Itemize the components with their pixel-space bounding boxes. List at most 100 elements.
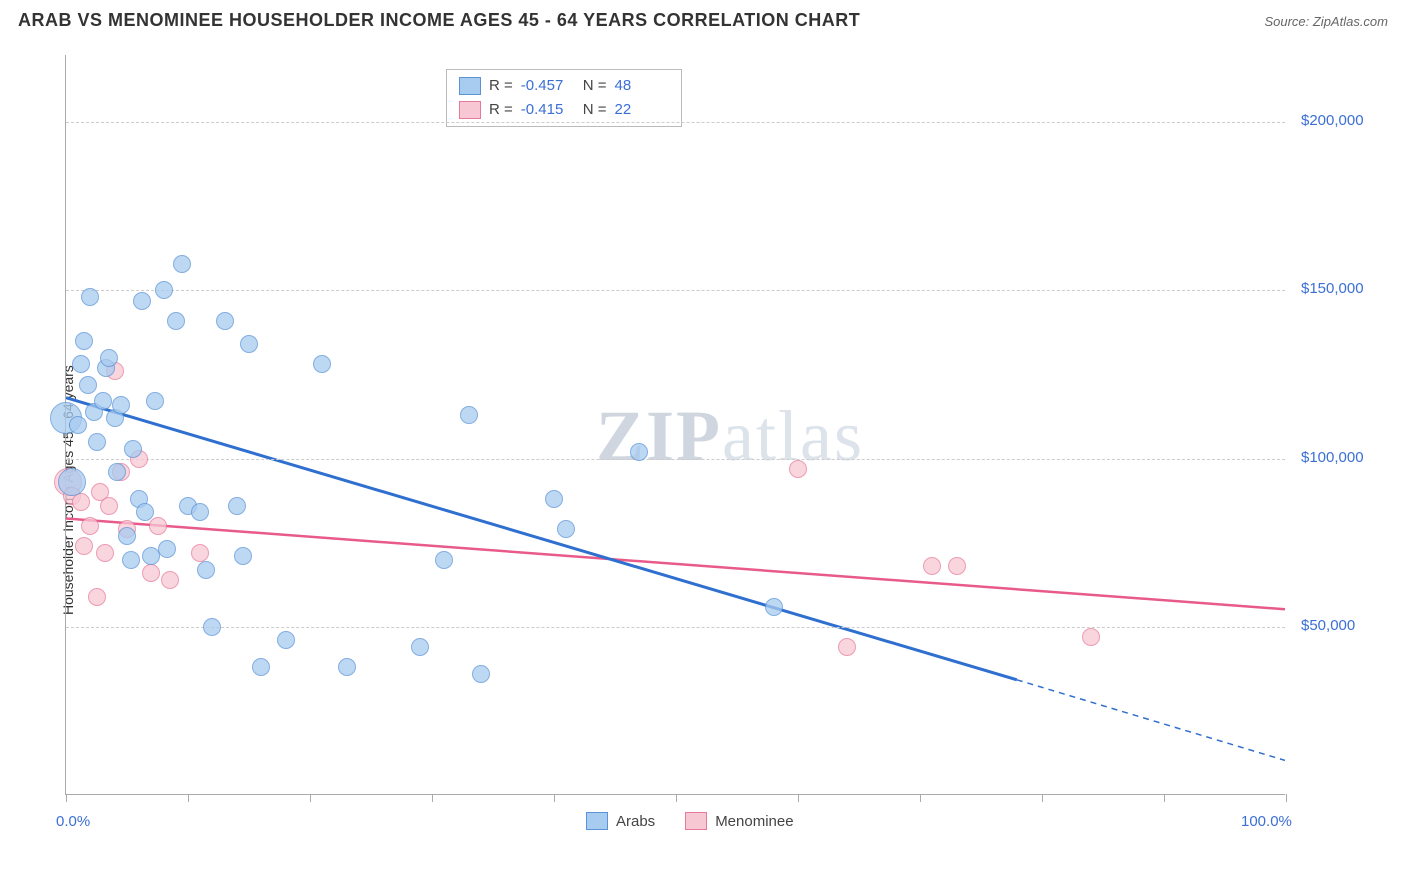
x-tick	[1286, 794, 1287, 802]
arabs-point	[216, 312, 234, 330]
x-tick-label: 100.0%	[1241, 813, 1292, 830]
arabs-point	[411, 638, 429, 656]
arabs-point	[81, 288, 99, 306]
arabs-point	[435, 551, 453, 569]
x-tick	[1042, 794, 1043, 802]
menominee-point	[838, 638, 856, 656]
arabs-point	[122, 551, 140, 569]
y-tick-label: $200,000	[1301, 112, 1364, 129]
arabs-point	[203, 618, 221, 636]
gridline-h	[66, 459, 1285, 460]
x-tick	[798, 794, 799, 802]
x-tick	[188, 794, 189, 802]
menominee-point	[1082, 628, 1100, 646]
arabs-point	[765, 598, 783, 616]
plot-area: ZIPatlas R =-0.457N =48R =-0.415N =22 Ar…	[65, 55, 1285, 795]
legend-swatch	[685, 812, 707, 830]
menominee-point	[161, 571, 179, 589]
arabs-point	[557, 520, 575, 538]
menominee-point	[72, 493, 90, 511]
menominee-point	[96, 544, 114, 562]
gridline-h	[66, 290, 1285, 291]
menominee-point	[789, 460, 807, 478]
arabs-point	[75, 332, 93, 350]
menominee-point	[191, 544, 209, 562]
arabs-point	[158, 540, 176, 558]
x-tick	[676, 794, 677, 802]
chart-header: ARAB VS MENOMINEE HOUSEHOLDER INCOME AGE…	[0, 0, 1406, 31]
arabs-point	[313, 355, 331, 373]
menominee-point	[100, 497, 118, 515]
stat-r-value: -0.415	[521, 98, 575, 122]
menominee-point	[88, 588, 106, 606]
chart-container: Householder Income Ages 45 - 64 years ZI…	[45, 45, 1390, 825]
arabs-point	[630, 443, 648, 461]
arabs-point	[58, 468, 86, 496]
legend-swatch	[586, 812, 608, 830]
x-tick-label: 0.0%	[56, 813, 90, 830]
series-legend: ArabsMenominee	[586, 812, 794, 830]
gridline-h	[66, 627, 1285, 628]
menominee-point	[948, 557, 966, 575]
arabs-point	[124, 440, 142, 458]
arabs-point	[252, 658, 270, 676]
stat-r-value: -0.457	[521, 74, 575, 98]
menominee-point	[81, 517, 99, 535]
trend-line	[66, 519, 1285, 610]
stat-row: R = -0.457 N = 48	[459, 74, 669, 98]
watermark: ZIPatlas	[596, 395, 864, 478]
arabs-point	[88, 433, 106, 451]
arabs-point	[240, 335, 258, 353]
arabs-point	[155, 281, 173, 299]
y-tick-label: $50,000	[1301, 617, 1355, 634]
y-tick-label: $100,000	[1301, 449, 1364, 466]
watermark-zip: ZIP	[596, 396, 722, 476]
x-tick	[920, 794, 921, 802]
arabs-point	[118, 527, 136, 545]
legend-swatch	[459, 101, 481, 119]
arabs-point	[277, 631, 295, 649]
arabs-point	[108, 463, 126, 481]
arabs-point	[100, 349, 118, 367]
menominee-point	[75, 537, 93, 555]
x-tick	[310, 794, 311, 802]
arabs-point	[136, 503, 154, 521]
arabs-point	[338, 658, 356, 676]
stats-legend: R = -0.457 N = 48 R = -0.415 N = 22	[446, 69, 682, 127]
arabs-point	[545, 490, 563, 508]
legend-item: Arabs	[586, 812, 655, 830]
arabs-point	[69, 416, 87, 434]
arabs-point	[228, 497, 246, 515]
stat-row: R = -0.415 N = 22	[459, 98, 669, 122]
arabs-point	[94, 392, 112, 410]
source-name: ZipAtlas.com	[1313, 14, 1388, 29]
legend-label: Arabs	[616, 813, 655, 830]
arabs-point	[460, 406, 478, 424]
arabs-point	[191, 503, 209, 521]
stat-n-label: N =	[583, 74, 607, 98]
arabs-point	[79, 376, 97, 394]
gridline-h	[66, 122, 1285, 123]
stat-n-value: 22	[615, 98, 669, 122]
menominee-point	[142, 564, 160, 582]
arabs-point	[234, 547, 252, 565]
stat-r-label: R =	[489, 74, 513, 98]
stat-n-label: N =	[583, 98, 607, 122]
menominee-point	[149, 517, 167, 535]
x-tick	[554, 794, 555, 802]
stat-r-label: R =	[489, 98, 513, 122]
stat-n-value: 48	[615, 74, 669, 98]
arabs-point	[112, 396, 130, 414]
menominee-point	[923, 557, 941, 575]
trend-lines-svg	[66, 55, 1285, 794]
source-label: Source:	[1264, 14, 1312, 29]
source-attribution: Source: ZipAtlas.com	[1264, 14, 1388, 29]
x-tick	[432, 794, 433, 802]
y-tick-label: $150,000	[1301, 280, 1364, 297]
arabs-point	[133, 292, 151, 310]
trend-line	[66, 398, 1017, 680]
arabs-point	[167, 312, 185, 330]
arabs-point	[146, 392, 164, 410]
arabs-point	[72, 355, 90, 373]
arabs-point	[173, 255, 191, 273]
